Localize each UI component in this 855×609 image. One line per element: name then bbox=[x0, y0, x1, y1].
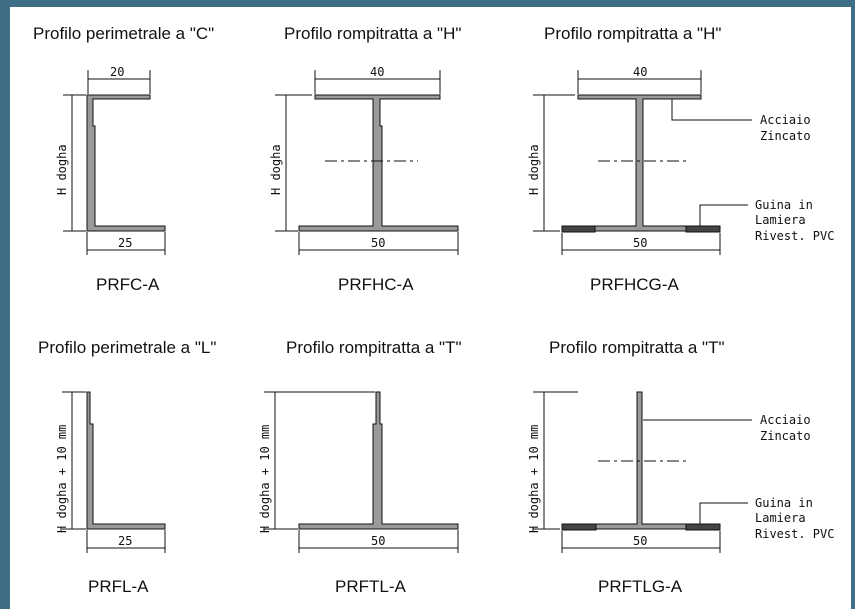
profile-code: PRFTL-A bbox=[335, 577, 407, 596]
panel-title: Profilo rompitratta a "H" bbox=[544, 24, 721, 43]
frame-border-top bbox=[0, 0, 855, 7]
pvc-gasket-right bbox=[685, 225, 721, 233]
bottom-dimension: 50 bbox=[633, 534, 647, 548]
pvc-gasket-right bbox=[685, 523, 721, 531]
note-gasket-line2: Lamiera bbox=[755, 213, 806, 227]
t-profile-section bbox=[298, 391, 459, 530]
panel-prfl-a: Profilo perimetrale a "L" H dogha + 10 m… bbox=[38, 338, 216, 596]
height-label: H dogha + 10 mm bbox=[258, 425, 272, 533]
top-dimension: 40 bbox=[633, 65, 647, 79]
height-label: H dogha bbox=[527, 144, 541, 195]
bottom-dimension: 50 bbox=[371, 534, 385, 548]
top-dimension: 20 bbox=[110, 65, 124, 79]
bottom-dimension: 50 bbox=[633, 236, 647, 250]
height-label: H dogha bbox=[269, 144, 283, 195]
panel-prfhcg-a: Profilo rompitratta a "H" 40 H dogha 50 … bbox=[527, 24, 834, 294]
note-gasket-line1: Guina in bbox=[755, 496, 813, 510]
h-profile-section bbox=[298, 94, 459, 232]
height-label: H dogha bbox=[55, 144, 69, 195]
panel-title: Profilo rompitratta a "T" bbox=[286, 338, 462, 357]
pvc-gasket-left bbox=[561, 225, 596, 233]
note-gasket-line1: Guina in bbox=[755, 198, 813, 212]
l-profile-section bbox=[86, 391, 166, 530]
profile-code: PRFC-A bbox=[96, 275, 160, 294]
h-profile-section bbox=[561, 94, 719, 232]
panel-prftlg-a: Profilo rompitratta a "T" H dogha + 10 m… bbox=[527, 338, 834, 596]
note-steel-line2: Zincato bbox=[760, 129, 811, 143]
panel-title: Profilo rompitratta a "T" bbox=[549, 338, 725, 357]
c-profile-section bbox=[86, 94, 166, 232]
note-gasket-line2: Lamiera bbox=[755, 511, 806, 525]
height-label: H dogha + 10 mm bbox=[527, 425, 541, 533]
panel-title: Profilo perimetrale a "C" bbox=[33, 24, 214, 43]
panel-title: Profilo rompitratta a "H" bbox=[284, 24, 461, 43]
profile-code: PRFHC-A bbox=[338, 275, 414, 294]
frame-border-right bbox=[851, 0, 855, 609]
note-gasket-line3: Rivest. PVC bbox=[755, 527, 834, 541]
panel-prftl-a: Profilo rompitratta a "T" H dogha + 10 m… bbox=[258, 338, 462, 596]
note-steel-line1: Acciaio bbox=[760, 113, 811, 127]
bottom-dimension: 25 bbox=[118, 236, 132, 250]
top-dimension: 40 bbox=[370, 65, 384, 79]
bottom-dimension: 50 bbox=[371, 236, 385, 250]
profile-code: PRFTLG-A bbox=[598, 577, 683, 596]
panel-title: Profilo perimetrale a "L" bbox=[38, 338, 216, 357]
note-gasket-line3: Rivest. PVC bbox=[755, 229, 834, 243]
pvc-gasket-left bbox=[561, 523, 597, 531]
panel-prfhc-a: Profilo rompitratta a "H" 40 H dogha 50 … bbox=[269, 24, 461, 294]
height-label: H dogha + 10 mm bbox=[55, 425, 69, 533]
frame-border-left bbox=[0, 0, 10, 609]
profile-code: PRFHCG-A bbox=[590, 275, 679, 294]
profile-code: PRFL-A bbox=[88, 577, 149, 596]
note-steel-line2: Zincato bbox=[760, 429, 811, 443]
panel-prfc-a: Profilo perimetrale a "C" 20 H dogha 25 … bbox=[33, 24, 214, 294]
bottom-dimension: 25 bbox=[118, 534, 132, 548]
note-steel-line1: Acciaio bbox=[760, 413, 811, 427]
